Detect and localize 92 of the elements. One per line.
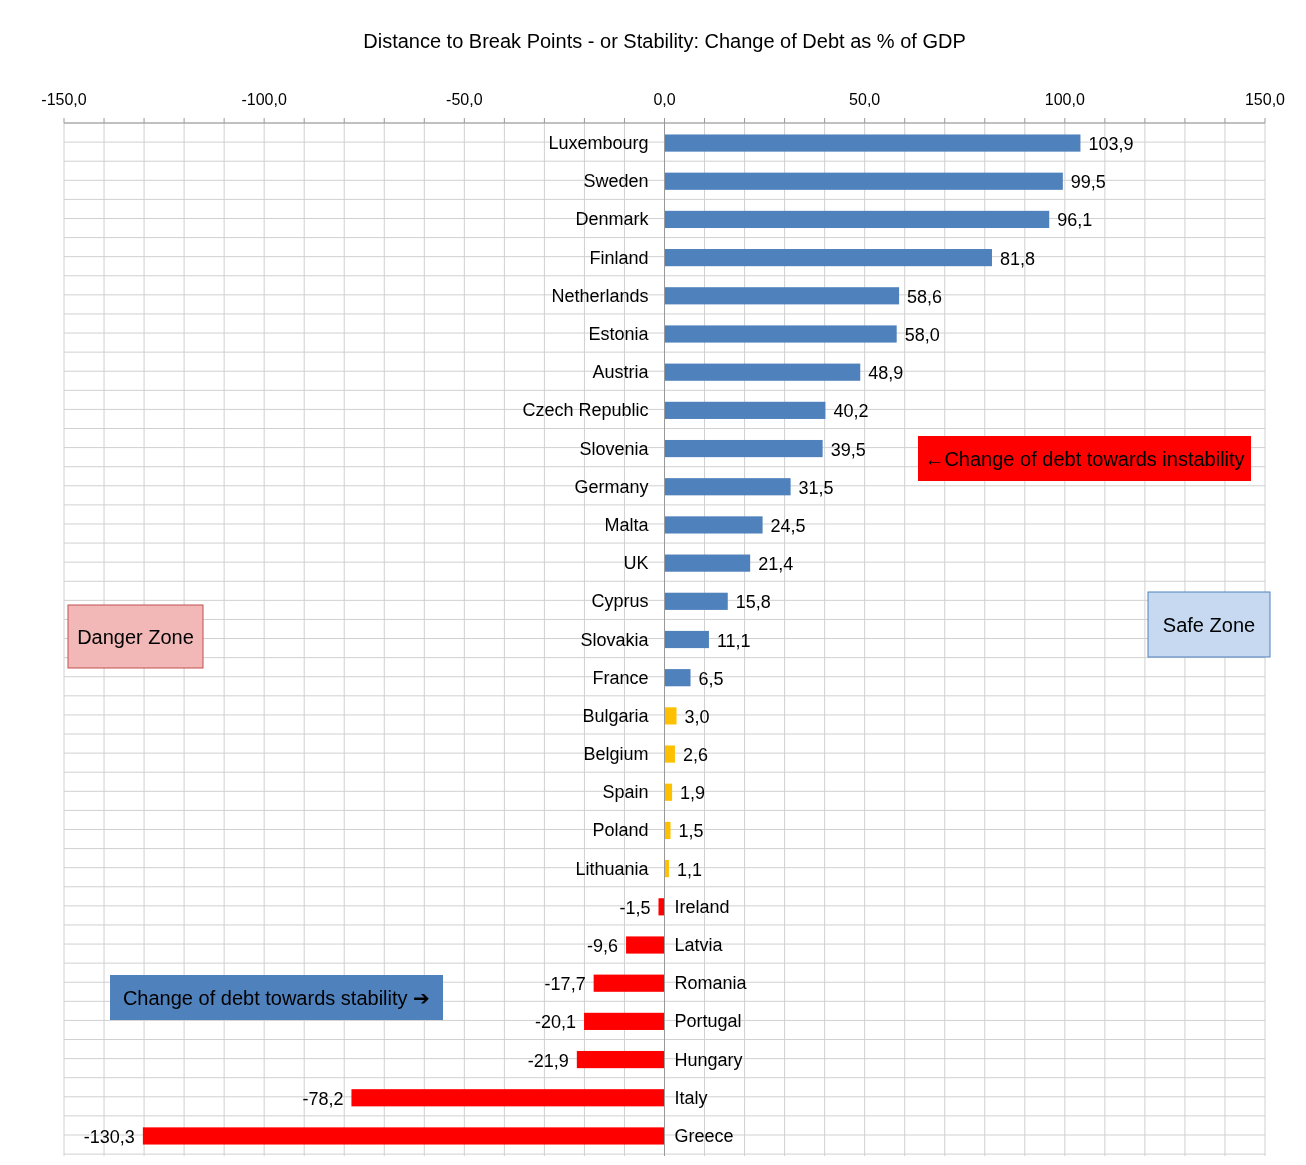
bar (664, 554, 751, 572)
x-tick-label: 0,0 (653, 91, 676, 108)
bar (664, 325, 897, 343)
bar (664, 172, 1063, 190)
x-tick-label: 50,0 (849, 91, 881, 108)
bar (626, 936, 665, 954)
data-label: -20,1 (535, 1012, 577, 1033)
data-label: 39,5 (830, 439, 866, 460)
data-label: 3,0 (684, 706, 710, 727)
data-label: -130,3 (83, 1126, 135, 1147)
bar (584, 1012, 665, 1030)
data-label: 58,0 (904, 324, 940, 345)
y-tick-label: Sweden (583, 171, 649, 192)
data-label: 31,5 (798, 477, 834, 498)
y-tick-label: Denmark (575, 209, 650, 230)
y-tick-label: Belgium (583, 744, 649, 765)
data-label: 21,4 (758, 554, 794, 575)
data-label: 96,1 (1057, 210, 1093, 231)
bar (664, 401, 826, 419)
bar (664, 745, 675, 763)
bar (664, 516, 763, 534)
y-tick-label: Hungary (674, 1049, 743, 1070)
y-tick-label: UK (623, 553, 649, 574)
bar (664, 439, 823, 458)
data-label: 103,9 (1088, 134, 1134, 155)
y-tick-label: Malta (604, 514, 650, 535)
bar (142, 1127, 665, 1145)
y-tick-label: Greece (674, 1125, 734, 1146)
data-label: 24,5 (770, 515, 806, 536)
annotation: Change of debt towards stability ➔ (122, 986, 431, 1009)
y-tick-label: Latvia (674, 935, 724, 956)
data-label: 58,6 (907, 286, 943, 307)
y-tick-label: Germany (574, 476, 649, 497)
data-label: -78,2 (302, 1088, 344, 1109)
data-label: 11,1 (716, 630, 751, 651)
data-label: 40,2 (833, 401, 869, 422)
y-tick-label: Bulgaria (582, 705, 650, 726)
bar (664, 630, 709, 649)
data-label: 1,1 (676, 859, 702, 880)
y-tick-label: Lithuania (575, 858, 650, 879)
bar (664, 669, 691, 687)
annotation: Danger Zone (77, 625, 194, 648)
bar (664, 592, 728, 610)
x-tick-label: 100,0 (1044, 91, 1085, 108)
bar (593, 974, 665, 992)
y-tick-label: Finland (589, 247, 649, 268)
data-label: 48,9 (868, 363, 904, 384)
data-label: 2,6 (682, 745, 708, 766)
y-tick-label: Spain (602, 782, 649, 803)
x-tick-label: 150,0 (1244, 91, 1286, 108)
data-label: -17,7 (544, 974, 586, 995)
y-tick-label: Romania (674, 973, 748, 994)
y-tick-label: Italy (674, 1087, 708, 1108)
y-tick-label: Austria (592, 362, 650, 383)
data-label: -1,5 (619, 897, 651, 918)
bar (576, 1050, 665, 1069)
data-label: -21,9 (527, 1050, 569, 1071)
y-tick-label: Czech Republic (522, 400, 649, 421)
bar (351, 1089, 665, 1107)
y-tick-label: Luxembourg (548, 133, 649, 154)
data-label: 81,8 (999, 248, 1036, 269)
bar (664, 363, 861, 381)
annotation: ←Change of debt towards instability (924, 447, 1245, 470)
y-tick-label: Slovenia (579, 438, 650, 459)
bar (664, 287, 900, 305)
data-label: 15,8 (735, 592, 771, 613)
y-tick-label: Slovakia (580, 629, 650, 650)
x-tick-label: -150,0 (41, 91, 87, 108)
bar (664, 821, 671, 840)
bar (664, 134, 1081, 152)
annotation: Safe Zone (1162, 613, 1256, 636)
data-label: 1,9 (680, 783, 706, 804)
bar (664, 210, 1050, 229)
bar (664, 707, 677, 725)
y-tick-label: Ireland (674, 896, 730, 917)
data-label: 1,5 (678, 821, 704, 842)
x-tick-label: -50,0 (446, 91, 483, 108)
y-tick-label: Estonia (588, 323, 650, 344)
y-tick-label: Portugal (674, 1011, 742, 1032)
data-label: 6,5 (698, 668, 724, 689)
y-tick-label: Netherlands (551, 285, 649, 306)
x-tick-label: -100,0 (241, 91, 287, 108)
data-label: 99,5 (1070, 172, 1106, 193)
y-tick-label: France (592, 667, 649, 688)
y-tick-label: Cyprus (591, 591, 649, 612)
bar (664, 783, 673, 801)
bar (664, 478, 791, 496)
data-label: -9,6 (587, 936, 619, 957)
bar (664, 249, 992, 267)
bar (658, 898, 665, 916)
chart-title: Distance to Break Points - or Stability: Change of Debt as % of GDP (363, 30, 966, 52)
y-tick-label: Poland (592, 820, 649, 841)
